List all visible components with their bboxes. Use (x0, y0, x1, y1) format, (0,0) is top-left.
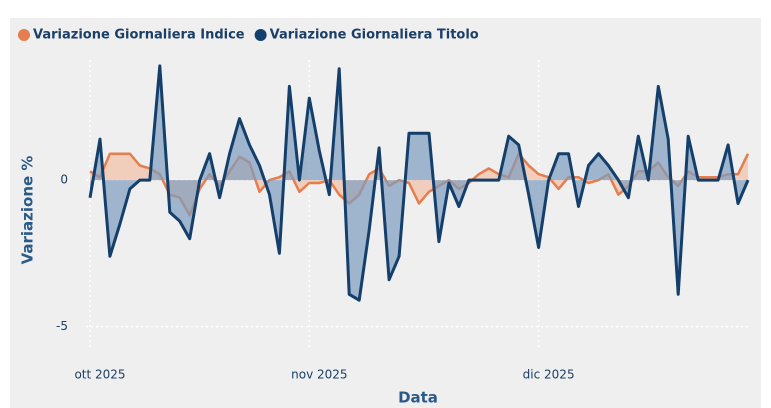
legend: Variazione Giornaliera Indice Variazione … (18, 28, 479, 43)
legend-label: Variazione Giornaliera Indice (33, 28, 245, 43)
y-axis-title: Variazione % (19, 156, 37, 265)
series-area (90, 153, 748, 216)
legend-label: Variazione Giornaliera Titolo (270, 28, 479, 43)
x-tick-label: ott 2025 (74, 368, 125, 382)
series-line (88, 64, 750, 302)
y-tick-label: 0 (60, 173, 68, 187)
y-tick-label: -5 (56, 319, 68, 333)
x-axis-title: Data (398, 389, 438, 407)
legend-marker (18, 29, 30, 41)
x-tick-label: nov 2025 (291, 368, 347, 382)
x-tick-label: dic 2025 (523, 368, 575, 382)
legend-marker (254, 29, 267, 41)
